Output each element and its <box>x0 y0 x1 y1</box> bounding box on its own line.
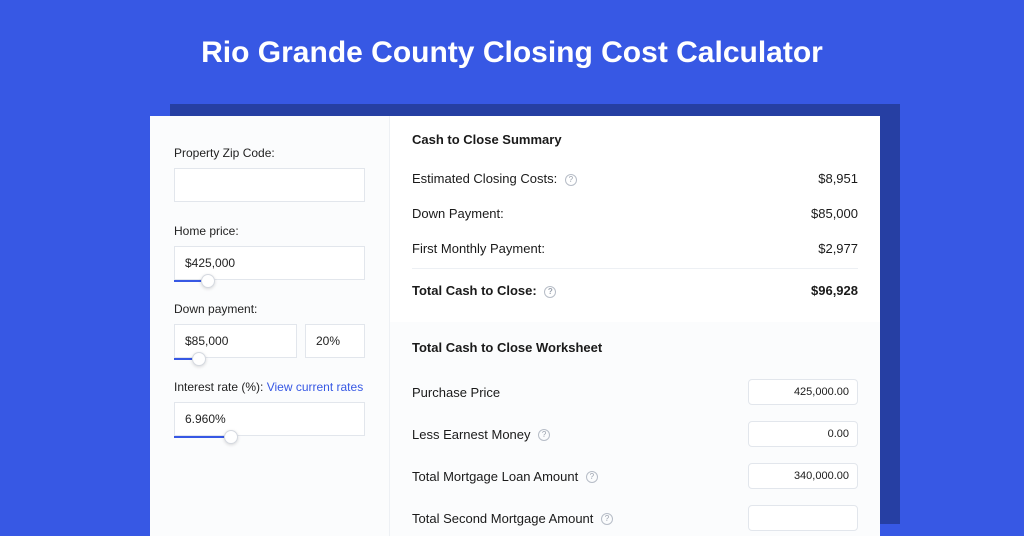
home-price-slider[interactable] <box>174 280 365 282</box>
worksheet-row-label: Total Second Mortgage Amount <box>412 511 613 526</box>
worksheet-row-label-text: Total Mortgage Loan Amount <box>412 469 578 484</box>
down-payment-pct-input[interactable] <box>305 324 365 358</box>
summary-row-label-text: Estimated Closing Costs: <box>412 171 557 186</box>
summary-row-label: Down Payment: <box>412 206 504 221</box>
summary-row-value: $2,977 <box>818 241 858 256</box>
summary-row: Estimated Closing Costs: $8,951 <box>412 161 858 196</box>
home-price-slider-handle[interactable] <box>201 274 215 288</box>
help-icon[interactable] <box>586 471 598 483</box>
down-payment-label: Down payment: <box>174 302 365 316</box>
worksheet-title: Total Cash to Close Worksheet <box>412 340 858 355</box>
worksheet-row-label-text: Total Second Mortgage Amount <box>412 511 593 526</box>
interest-label: Interest rate (%): View current rates <box>174 380 365 394</box>
summary-total-label-text: Total Cash to Close: <box>412 283 537 298</box>
help-icon[interactable] <box>565 174 577 186</box>
worksheet-row-value[interactable]: 425,000.00 <box>748 379 858 405</box>
worksheet-row-label: Purchase Price <box>412 385 500 400</box>
summary-row-label: Estimated Closing Costs: <box>412 171 577 186</box>
summary-row-value: $85,000 <box>811 206 858 221</box>
interest-field: Interest rate (%): View current rates <box>174 380 365 436</box>
summary-total-row: Total Cash to Close: $96,928 <box>412 268 858 308</box>
summary-total-label: Total Cash to Close: <box>412 283 556 298</box>
help-icon[interactable] <box>544 286 556 298</box>
summary-row-label: First Monthly Payment: <box>412 241 545 256</box>
worksheet-row-label: Less Earnest Money <box>412 427 550 442</box>
help-icon[interactable] <box>538 429 550 441</box>
interest-label-text: Interest rate (%): <box>174 380 267 394</box>
summary-row-value: $8,951 <box>818 171 858 186</box>
home-price-label: Home price: <box>174 224 365 238</box>
help-icon[interactable] <box>601 513 613 525</box>
calculator-card: Property Zip Code: Home price: Down paym… <box>150 116 880 536</box>
interest-slider-wrap <box>174 402 365 436</box>
worksheet-row-label-text: Less Earnest Money <box>412 427 531 442</box>
zip-field: Property Zip Code: <box>174 146 365 202</box>
current-rates-link[interactable]: View current rates <box>267 380 364 394</box>
worksheet: Total Cash to Close Worksheet Purchase P… <box>390 322 880 536</box>
worksheet-row: Less Earnest Money 0.00 <box>412 413 858 455</box>
interest-slider[interactable] <box>174 436 365 438</box>
summary-row: First Monthly Payment: $2,977 <box>412 231 858 266</box>
down-payment-slider[interactable] <box>174 358 297 360</box>
page-title: Rio Grande County Closing Cost Calculato… <box>0 0 1024 94</box>
worksheet-row-value[interactable]: 0.00 <box>748 421 858 447</box>
interest-slider-handle[interactable] <box>224 430 238 444</box>
worksheet-row: Total Mortgage Loan Amount 340,000.00 <box>412 455 858 497</box>
down-payment-field: Down payment: <box>174 302 365 358</box>
summary-row: Down Payment: $85,000 <box>412 196 858 231</box>
worksheet-row-label: Total Mortgage Loan Amount <box>412 469 598 484</box>
down-payment-slider-handle[interactable] <box>192 352 206 366</box>
home-price-field: Home price: <box>174 224 365 280</box>
worksheet-row: Total Second Mortgage Amount <box>412 497 858 536</box>
down-payment-slider-wrap <box>174 324 365 358</box>
main: Cash to Close Summary Estimated Closing … <box>390 116 880 536</box>
interest-input[interactable] <box>174 402 365 436</box>
worksheet-row: Purchase Price 425,000.00 <box>412 371 858 413</box>
worksheet-row-value[interactable]: 340,000.00 <box>748 463 858 489</box>
interest-slider-fill <box>174 436 231 438</box>
sidebar: Property Zip Code: Home price: Down paym… <box>150 116 390 536</box>
home-price-slider-wrap <box>174 246 365 280</box>
summary-total-value: $96,928 <box>811 283 858 298</box>
zip-label: Property Zip Code: <box>174 146 365 160</box>
worksheet-row-value[interactable] <box>748 505 858 531</box>
down-payment-input[interactable] <box>174 324 297 358</box>
zip-input[interactable] <box>174 168 365 202</box>
summary-title: Cash to Close Summary <box>412 132 858 147</box>
